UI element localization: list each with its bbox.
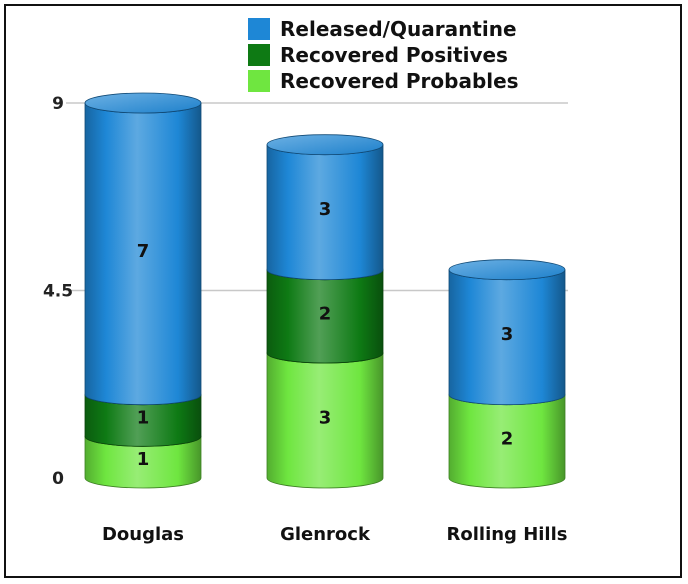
data-label-douglas-released-quarantine: 7 bbox=[137, 241, 150, 262]
data-label-glenrock-released-quarantine: 3 bbox=[319, 199, 332, 220]
y-tick-label-4-5: 4.5 bbox=[43, 282, 73, 302]
bar-segment-glenrock-released-quarantine: 3 bbox=[266, 134, 384, 281]
x-tick-label-douglas: Douglas bbox=[102, 524, 184, 545]
x-tick-label-rolling-hills: Rolling Hills bbox=[447, 524, 568, 545]
data-label-glenrock-recovered-probables: 3 bbox=[319, 408, 332, 429]
legend-item-recovered-positives: Recovered Positives bbox=[248, 43, 508, 67]
legend-label-recovered-probables: Recovered Probables bbox=[280, 69, 519, 93]
y-tick-label-0: 0 bbox=[52, 469, 64, 489]
bar-segment-rolling-hills-released-quarantine: 3 bbox=[448, 259, 566, 406]
bar-segment-douglas-released-quarantine: 7 bbox=[84, 92, 202, 406]
data-label-douglas-recovered-positives: 1 bbox=[137, 408, 150, 429]
legend-item-recovered-probables: Recovered Probables bbox=[248, 69, 519, 93]
bar-stack-rolling-hills: 23 bbox=[448, 259, 566, 489]
bar-segment-glenrock-recovered-probables: 3 bbox=[266, 342, 384, 489]
y-axis: 04.59 bbox=[43, 94, 73, 489]
legend-swatch-released-quarantine bbox=[248, 18, 270, 40]
x-axis: Douglas Glenrock Rolling Hills bbox=[102, 524, 568, 545]
bar-stack-douglas: 1 1 7 bbox=[84, 92, 202, 489]
data-label-glenrock-recovered-positives: 2 bbox=[319, 303, 332, 324]
data-label-rolling-hills-released-quarantine: 3 bbox=[501, 324, 514, 345]
data-label-douglas-recovered-probables: 1 bbox=[137, 449, 150, 470]
legend-label-released-quarantine: Released/Quarantine bbox=[280, 17, 517, 41]
bar-cap-rolling-hills-released-quarantine bbox=[448, 259, 566, 281]
legend-item-released-quarantine: Released/Quarantine bbox=[248, 17, 517, 41]
legend-swatch-recovered-positives bbox=[248, 44, 270, 66]
x-tick-label-glenrock: Glenrock bbox=[280, 524, 371, 545]
legend-label-recovered-positives: Recovered Positives bbox=[280, 43, 508, 67]
y-tick-label-9: 9 bbox=[52, 94, 64, 114]
bar-cap-douglas-released-quarantine bbox=[84, 92, 202, 114]
bar-cap-glenrock-released-quarantine bbox=[266, 134, 384, 156]
bar-stack-glenrock: 3 2 3 bbox=[266, 134, 384, 489]
data-label-rolling-hills-recovered-probables: 2 bbox=[501, 428, 514, 449]
legend-swatch-recovered-probables bbox=[248, 70, 270, 92]
